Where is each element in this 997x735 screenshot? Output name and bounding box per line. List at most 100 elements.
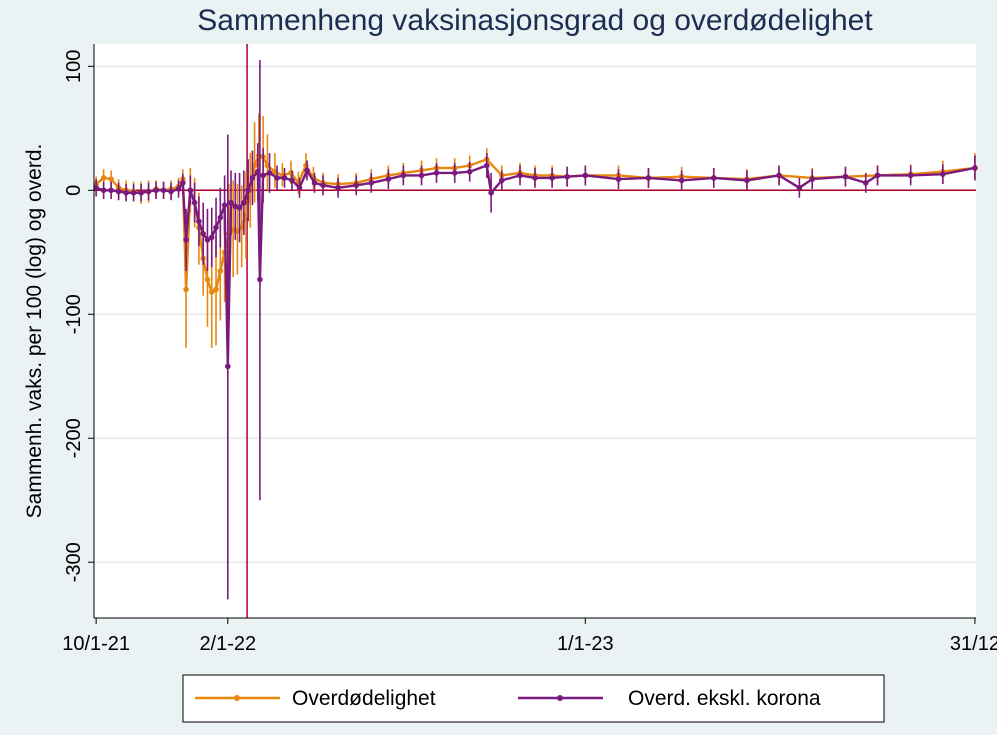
data-point bbox=[153, 187, 159, 194]
data-point bbox=[254, 168, 261, 175]
data-point bbox=[940, 171, 946, 177]
data-point bbox=[582, 172, 589, 179]
chart-title: Sammenheng vaksinasjonsgrad og overdødel… bbox=[197, 4, 873, 37]
data-point bbox=[232, 203, 239, 210]
data-point bbox=[180, 180, 186, 186]
x-tick-label: 2/1-22 bbox=[199, 633, 256, 655]
y-axis-label: Sammenh. vaks. per 100 (log) og overd. bbox=[23, 144, 46, 519]
legend-label: Overdødelighet bbox=[292, 687, 436, 710]
x-tick-label: 1/1-23 bbox=[557, 633, 614, 655]
data-point bbox=[710, 175, 717, 181]
data-point bbox=[564, 173, 570, 180]
data-point bbox=[228, 199, 234, 206]
data-point bbox=[862, 180, 869, 186]
data-point bbox=[274, 175, 280, 181]
data-point bbox=[281, 175, 288, 181]
data-point bbox=[353, 182, 360, 189]
x-ticks: 10/1-21 2/1-22 1/1-23 31/12 bbox=[62, 618, 997, 655]
data-point bbox=[217, 268, 224, 274]
data-point bbox=[221, 202, 228, 208]
data-point bbox=[517, 172, 523, 179]
data-point bbox=[972, 165, 978, 171]
data-point bbox=[266, 170, 273, 176]
y-tick-label: -100 bbox=[63, 294, 85, 334]
data-point bbox=[115, 188, 122, 195]
data-point bbox=[196, 218, 202, 225]
data-point bbox=[615, 176, 622, 182]
data-point bbox=[204, 237, 211, 243]
data-point bbox=[303, 162, 309, 169]
legend-marker bbox=[557, 695, 563, 701]
y-ticks: 100 0 -100 -200 -300 bbox=[63, 50, 94, 582]
data-point bbox=[796, 185, 803, 191]
legend: Overdødelighet Overd. ekskl. korona bbox=[182, 674, 885, 723]
data-point bbox=[138, 189, 144, 196]
data-point bbox=[249, 175, 256, 181]
data-point bbox=[335, 185, 341, 191]
data-point bbox=[191, 199, 198, 206]
data-point bbox=[418, 172, 425, 179]
data-point bbox=[175, 186, 182, 192]
axes bbox=[93, 44, 976, 619]
data-point bbox=[241, 199, 247, 206]
data-point bbox=[488, 189, 494, 196]
data-point bbox=[200, 230, 206, 237]
y-tick-label: -200 bbox=[63, 418, 85, 458]
data-point bbox=[776, 172, 782, 179]
data-point bbox=[208, 289, 215, 295]
legend-marker bbox=[234, 695, 240, 701]
data-point bbox=[93, 185, 99, 191]
data-point bbox=[451, 170, 458, 176]
data-point bbox=[130, 189, 137, 196]
y-tick-label: 100 bbox=[63, 50, 85, 83]
data-point bbox=[260, 172, 266, 179]
data-point bbox=[433, 170, 440, 176]
data-point bbox=[100, 175, 107, 181]
data-point bbox=[183, 237, 189, 243]
x-tick-label: 10/1-21 bbox=[62, 633, 130, 655]
data-point bbox=[678, 177, 685, 184]
data-point bbox=[289, 177, 295, 184]
data-point bbox=[183, 286, 189, 293]
series-1 bbox=[93, 60, 978, 600]
data-point bbox=[160, 187, 167, 194]
data-point bbox=[213, 286, 219, 293]
x-tick-label: 31/12 bbox=[950, 633, 997, 655]
plot-area bbox=[94, 44, 976, 618]
data-point bbox=[288, 170, 294, 176]
data-point bbox=[168, 188, 174, 195]
data-point bbox=[217, 214, 224, 221]
data-point bbox=[368, 180, 375, 186]
data-point bbox=[213, 224, 219, 231]
data-point bbox=[874, 172, 881, 179]
legend-label: Overd. ekskl. korona bbox=[628, 687, 821, 710]
y-tick-label: -300 bbox=[63, 542, 85, 582]
data-point bbox=[311, 180, 318, 186]
legend-items: Overdødelighet Overd. ekskl. korona bbox=[195, 687, 821, 710]
data-point bbox=[208, 234, 215, 241]
series bbox=[93, 60, 978, 600]
data-point bbox=[123, 189, 129, 196]
y-tick-label: 0 bbox=[63, 185, 85, 196]
data-point bbox=[549, 175, 555, 181]
data-point bbox=[245, 187, 251, 194]
data-point bbox=[204, 276, 211, 283]
data-point bbox=[809, 176, 816, 182]
data-point bbox=[145, 188, 152, 195]
data-point bbox=[108, 176, 114, 182]
data-point bbox=[257, 276, 263, 283]
data-point bbox=[466, 168, 473, 175]
data-point bbox=[108, 187, 114, 194]
data-point bbox=[907, 172, 914, 179]
data-point bbox=[385, 176, 392, 182]
legend-box bbox=[182, 674, 885, 723]
data-point bbox=[320, 182, 326, 189]
data-point bbox=[532, 175, 538, 181]
data-point bbox=[842, 173, 849, 180]
data-point bbox=[484, 162, 490, 169]
data-point bbox=[187, 187, 194, 194]
data-point bbox=[224, 363, 231, 370]
data-point bbox=[100, 187, 107, 194]
data-point bbox=[400, 172, 407, 179]
